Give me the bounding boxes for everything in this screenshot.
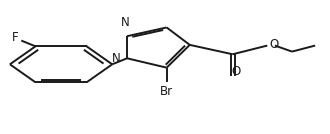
Text: Br: Br	[160, 85, 173, 98]
Text: N: N	[121, 16, 130, 29]
Text: O: O	[269, 38, 278, 51]
Text: N: N	[112, 52, 121, 65]
Text: F: F	[12, 31, 19, 44]
Text: O: O	[231, 65, 241, 78]
